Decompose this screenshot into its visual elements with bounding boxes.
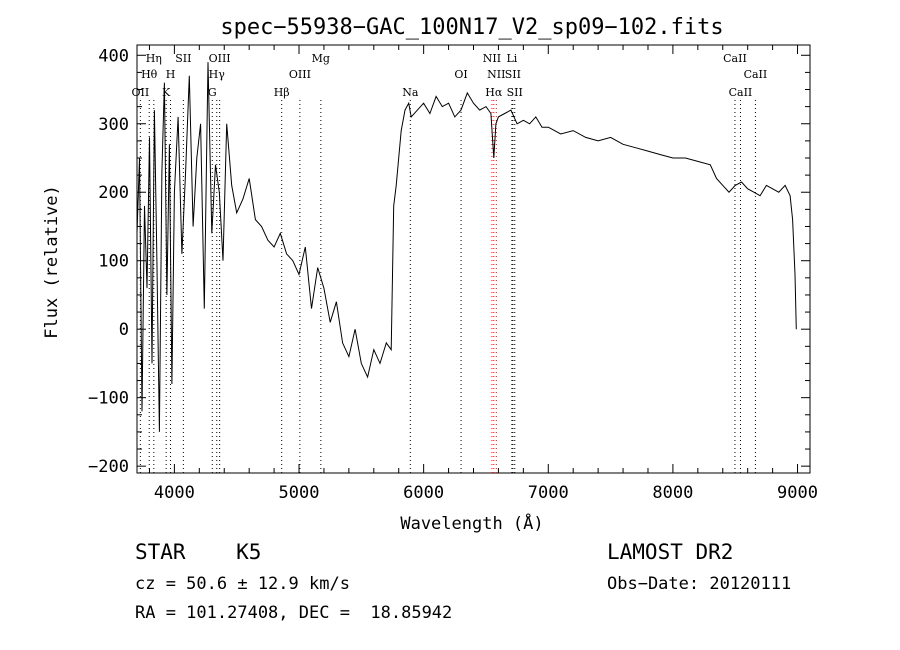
y-tick-label: −100 bbox=[88, 389, 129, 409]
y-tick-label: 300 bbox=[98, 115, 129, 135]
y-tick-label: 0 bbox=[119, 320, 129, 340]
spectral-line-label: OIII bbox=[289, 68, 311, 81]
x-axis-ticks: 4000 5000 6000 7000 8000 9000 bbox=[148, 45, 818, 503]
spectral-line-label: OI bbox=[454, 68, 467, 81]
spectral-line-labels: OIIHθHηKHSIIGHγOIIIHβOIIIMgNaOINIIHαNIIL… bbox=[132, 52, 768, 99]
spectral-line-label: CaII bbox=[723, 52, 747, 65]
coordinates-label: RA = 101.27408, DEC = 18.85942 bbox=[135, 603, 453, 623]
x-axis-label: Wavelength (Å) bbox=[400, 512, 543, 534]
y-tick-label: 400 bbox=[98, 46, 129, 66]
spectral-line-label: G bbox=[208, 86, 217, 99]
y-tick-label: 200 bbox=[98, 183, 129, 203]
y-tick-label: 100 bbox=[98, 252, 129, 272]
spectral-line-label: H bbox=[166, 68, 176, 81]
spectral-line-label: OIII bbox=[209, 52, 231, 65]
spectral-line-label: Li bbox=[506, 52, 517, 65]
redshift-label: cz = 50.6 ± 12.9 km/s bbox=[135, 574, 350, 594]
x-tick-label: 6000 bbox=[403, 483, 444, 503]
survey-label: LAMOST DR2 bbox=[607, 540, 734, 564]
x-tick-label: 5000 bbox=[279, 483, 320, 503]
spectral-line-label: SII bbox=[505, 68, 521, 81]
spectral-line-label: Na bbox=[402, 86, 419, 99]
star-type-label: STAR K5 bbox=[135, 540, 262, 564]
chart-title: spec−55938−GAC_100N17_V2_sp09−102.fits bbox=[220, 15, 723, 40]
spectral-line-label: OII bbox=[132, 86, 150, 99]
spectral-line-label: Mg bbox=[312, 52, 330, 65]
x-tick-label: 7000 bbox=[528, 483, 569, 503]
spectral-line-label: Hα bbox=[485, 86, 503, 99]
spectral-line-label: SII bbox=[175, 52, 191, 65]
spectral-line-label: NII bbox=[487, 68, 505, 81]
plot-frame bbox=[136, 44, 811, 474]
spectral-line-label: Hη bbox=[146, 52, 162, 65]
obs-date-label: Obs−Date: 20120111 bbox=[607, 574, 792, 594]
spectrum-line bbox=[136, 62, 797, 432]
spectral-line-label: Hβ bbox=[274, 86, 290, 99]
y-axis-label: Flux (relative) bbox=[42, 185, 62, 339]
y-tick-label: −200 bbox=[88, 457, 129, 477]
spectral-line-label: Hγ bbox=[209, 68, 226, 81]
x-tick-label: 8000 bbox=[652, 483, 693, 503]
spectral-line-label: NII bbox=[483, 52, 501, 65]
spectral-line-label: CaII bbox=[744, 68, 768, 81]
spectral-line-label: K bbox=[162, 86, 171, 99]
y-axis-ticks: −200 −100 0 100 200 300 400 bbox=[88, 46, 810, 477]
spectral-line-label: CaII bbox=[729, 86, 753, 99]
x-tick-label: 9000 bbox=[777, 483, 818, 503]
spectral-line-label: Hθ bbox=[141, 68, 158, 81]
spectral-line-label: SII bbox=[507, 86, 523, 99]
x-tick-label: 4000 bbox=[154, 483, 195, 503]
spectral-line-markers bbox=[139, 100, 756, 473]
